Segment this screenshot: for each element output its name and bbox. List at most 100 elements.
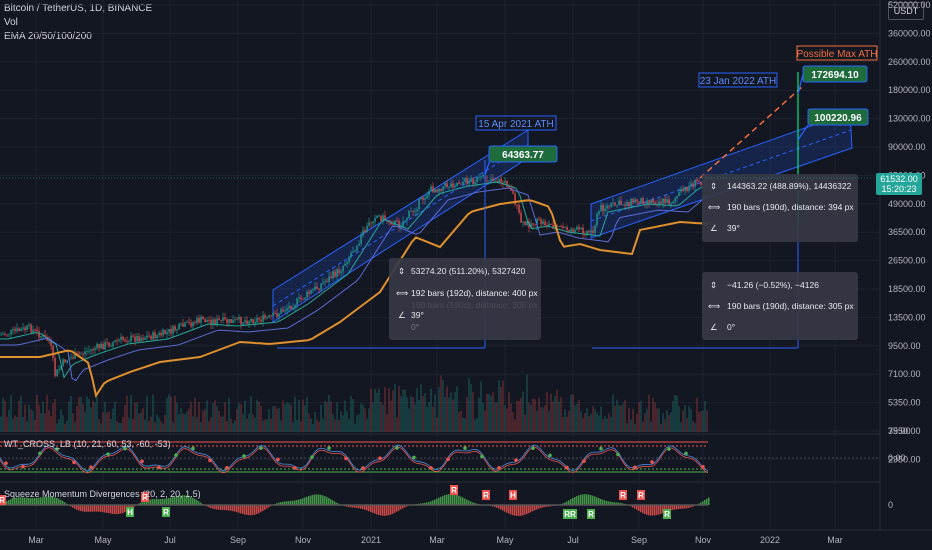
candle-body <box>268 315 270 318</box>
candle-body <box>606 205 608 209</box>
volume-bar <box>612 394 614 432</box>
callout-pointer <box>797 73 804 95</box>
price-box-jan-2022[interactable]: 100220.96 <box>807 108 869 126</box>
squeeze-bar <box>384 505 386 516</box>
candle-body <box>238 317 240 320</box>
candle-body <box>490 178 492 181</box>
volume-bar <box>64 423 66 432</box>
candle-body <box>112 342 114 347</box>
candle-body <box>598 211 600 214</box>
volume-bar <box>192 416 194 432</box>
squeeze-bar <box>184 495 186 505</box>
squeeze-bar <box>312 494 314 505</box>
candle-body <box>160 333 162 336</box>
price-tick: 130000.00 <box>888 114 931 124</box>
wt-cross-dot <box>310 455 314 459</box>
squeeze-bar <box>252 505 254 516</box>
candle-body <box>354 250 356 252</box>
candle-body <box>536 218 538 226</box>
volume-bar <box>160 421 162 432</box>
squeeze-tick-0: 0 <box>888 500 893 510</box>
measure-tooltip-2022-b[interactable]: ⇕ −41.26 (−0.52%), −4126 ⟺ 190 bars (190… <box>702 272 858 340</box>
volume-bar <box>628 407 630 432</box>
candle-body <box>458 182 460 184</box>
wt-cross-dot <box>701 465 705 469</box>
squeeze-bar <box>428 501 430 505</box>
volume-bar <box>364 408 366 432</box>
squeeze-bar <box>164 498 166 505</box>
tooltip-bars: 192 bars (192d), distance: 400 px <box>411 288 538 298</box>
volume-bar <box>298 399 300 432</box>
squeeze-bar <box>122 505 124 514</box>
candle-body <box>310 290 312 294</box>
squeeze-bar <box>640 505 642 513</box>
volume-bar <box>154 422 156 432</box>
current-price-tag[interactable]: 61532.00 15:20:23 <box>876 173 922 195</box>
candle-body <box>56 369 58 377</box>
squeeze-bar <box>228 505 230 511</box>
squeeze-bar <box>264 505 266 510</box>
squeeze-bar <box>244 505 246 515</box>
squeeze-bar <box>404 505 406 508</box>
volume-bars <box>0 374 708 432</box>
volume-bar <box>520 397 522 432</box>
measure-tooltip-2022-a[interactable]: ⇕ 144363.22 (488.89%), 14436322 ⟺ 190 ba… <box>702 174 858 242</box>
squeeze-bar <box>154 499 156 505</box>
max-ath-projection[interactable] <box>699 85 804 179</box>
measure-tooltip-2021[interactable]: ⇕ 53274.20 (511.20%), 5327420 ⟺ 192 bars… <box>389 258 541 340</box>
volume-bar <box>532 398 534 432</box>
time-axis[interactable]: Mar May Jul Sep Nov 2021 Mar May Jul Sep Nov 2022 Ma… <box>28 535 843 545</box>
candle-body <box>86 351 88 352</box>
callout-jan-2022[interactable]: 23 Jan 2022 ATH <box>698 72 778 88</box>
squeeze-bar <box>42 497 44 505</box>
time-tick: Nov <box>295 535 312 545</box>
volume-bar <box>580 411 582 432</box>
candle-body <box>492 178 494 182</box>
volume-bar <box>416 387 418 432</box>
price-axis[interactable]: 520000.00 360000.00 260000.00 180000.00 1300… <box>888 0 931 464</box>
current-countdown: 15:20:23 <box>881 184 916 194</box>
price-box-max-ath[interactable]: 172694.10 <box>802 65 868 83</box>
squeeze-bar <box>562 503 564 505</box>
callout-apr-2021[interactable]: 15 Apr 2021 ATH <box>475 115 557 131</box>
volume-bar <box>592 406 594 432</box>
candle-body <box>322 282 324 284</box>
volume-bar <box>552 401 554 432</box>
volume-bar <box>438 387 440 432</box>
volume-bar <box>246 418 248 432</box>
volume-bar <box>4 400 6 432</box>
squeeze-bar <box>260 505 262 513</box>
squeeze-bar <box>196 500 198 505</box>
candle-body <box>4 333 6 335</box>
callout-max-ath[interactable]: Possible Max ATH <box>796 45 878 61</box>
squeeze-pane[interactable]: R RRR H R RH R RR R R <box>0 485 710 519</box>
squeeze-bar <box>670 505 672 511</box>
volume-bar <box>272 406 274 432</box>
volume-bar <box>106 412 108 432</box>
candle-body <box>158 333 160 336</box>
volume-bar <box>358 414 360 432</box>
wt-cross-pane[interactable] <box>0 441 880 474</box>
candle-body <box>122 336 124 340</box>
volume-bar <box>48 409 50 432</box>
candle-body <box>524 221 526 226</box>
squeeze-bar <box>434 499 436 505</box>
currency-badge[interactable]: USDT <box>888 2 924 20</box>
volume-bar <box>224 402 226 432</box>
squeeze-bar <box>470 501 472 505</box>
price-box-apr-2021[interactable]: 64363.77 <box>488 145 558 163</box>
candle-body <box>616 205 618 207</box>
tooltip-angle: 39° <box>727 223 740 233</box>
candle-body <box>698 181 700 183</box>
wt-cross-dot <box>582 459 586 463</box>
volume-bar <box>146 396 148 432</box>
candle-body <box>572 228 574 233</box>
candle-body <box>470 178 472 182</box>
volume-bar <box>566 416 568 432</box>
volume-bar <box>428 402 430 432</box>
candle-body <box>8 334 10 336</box>
candle-body <box>328 276 330 283</box>
volume-bar <box>332 413 334 432</box>
volume-bar <box>404 389 406 432</box>
